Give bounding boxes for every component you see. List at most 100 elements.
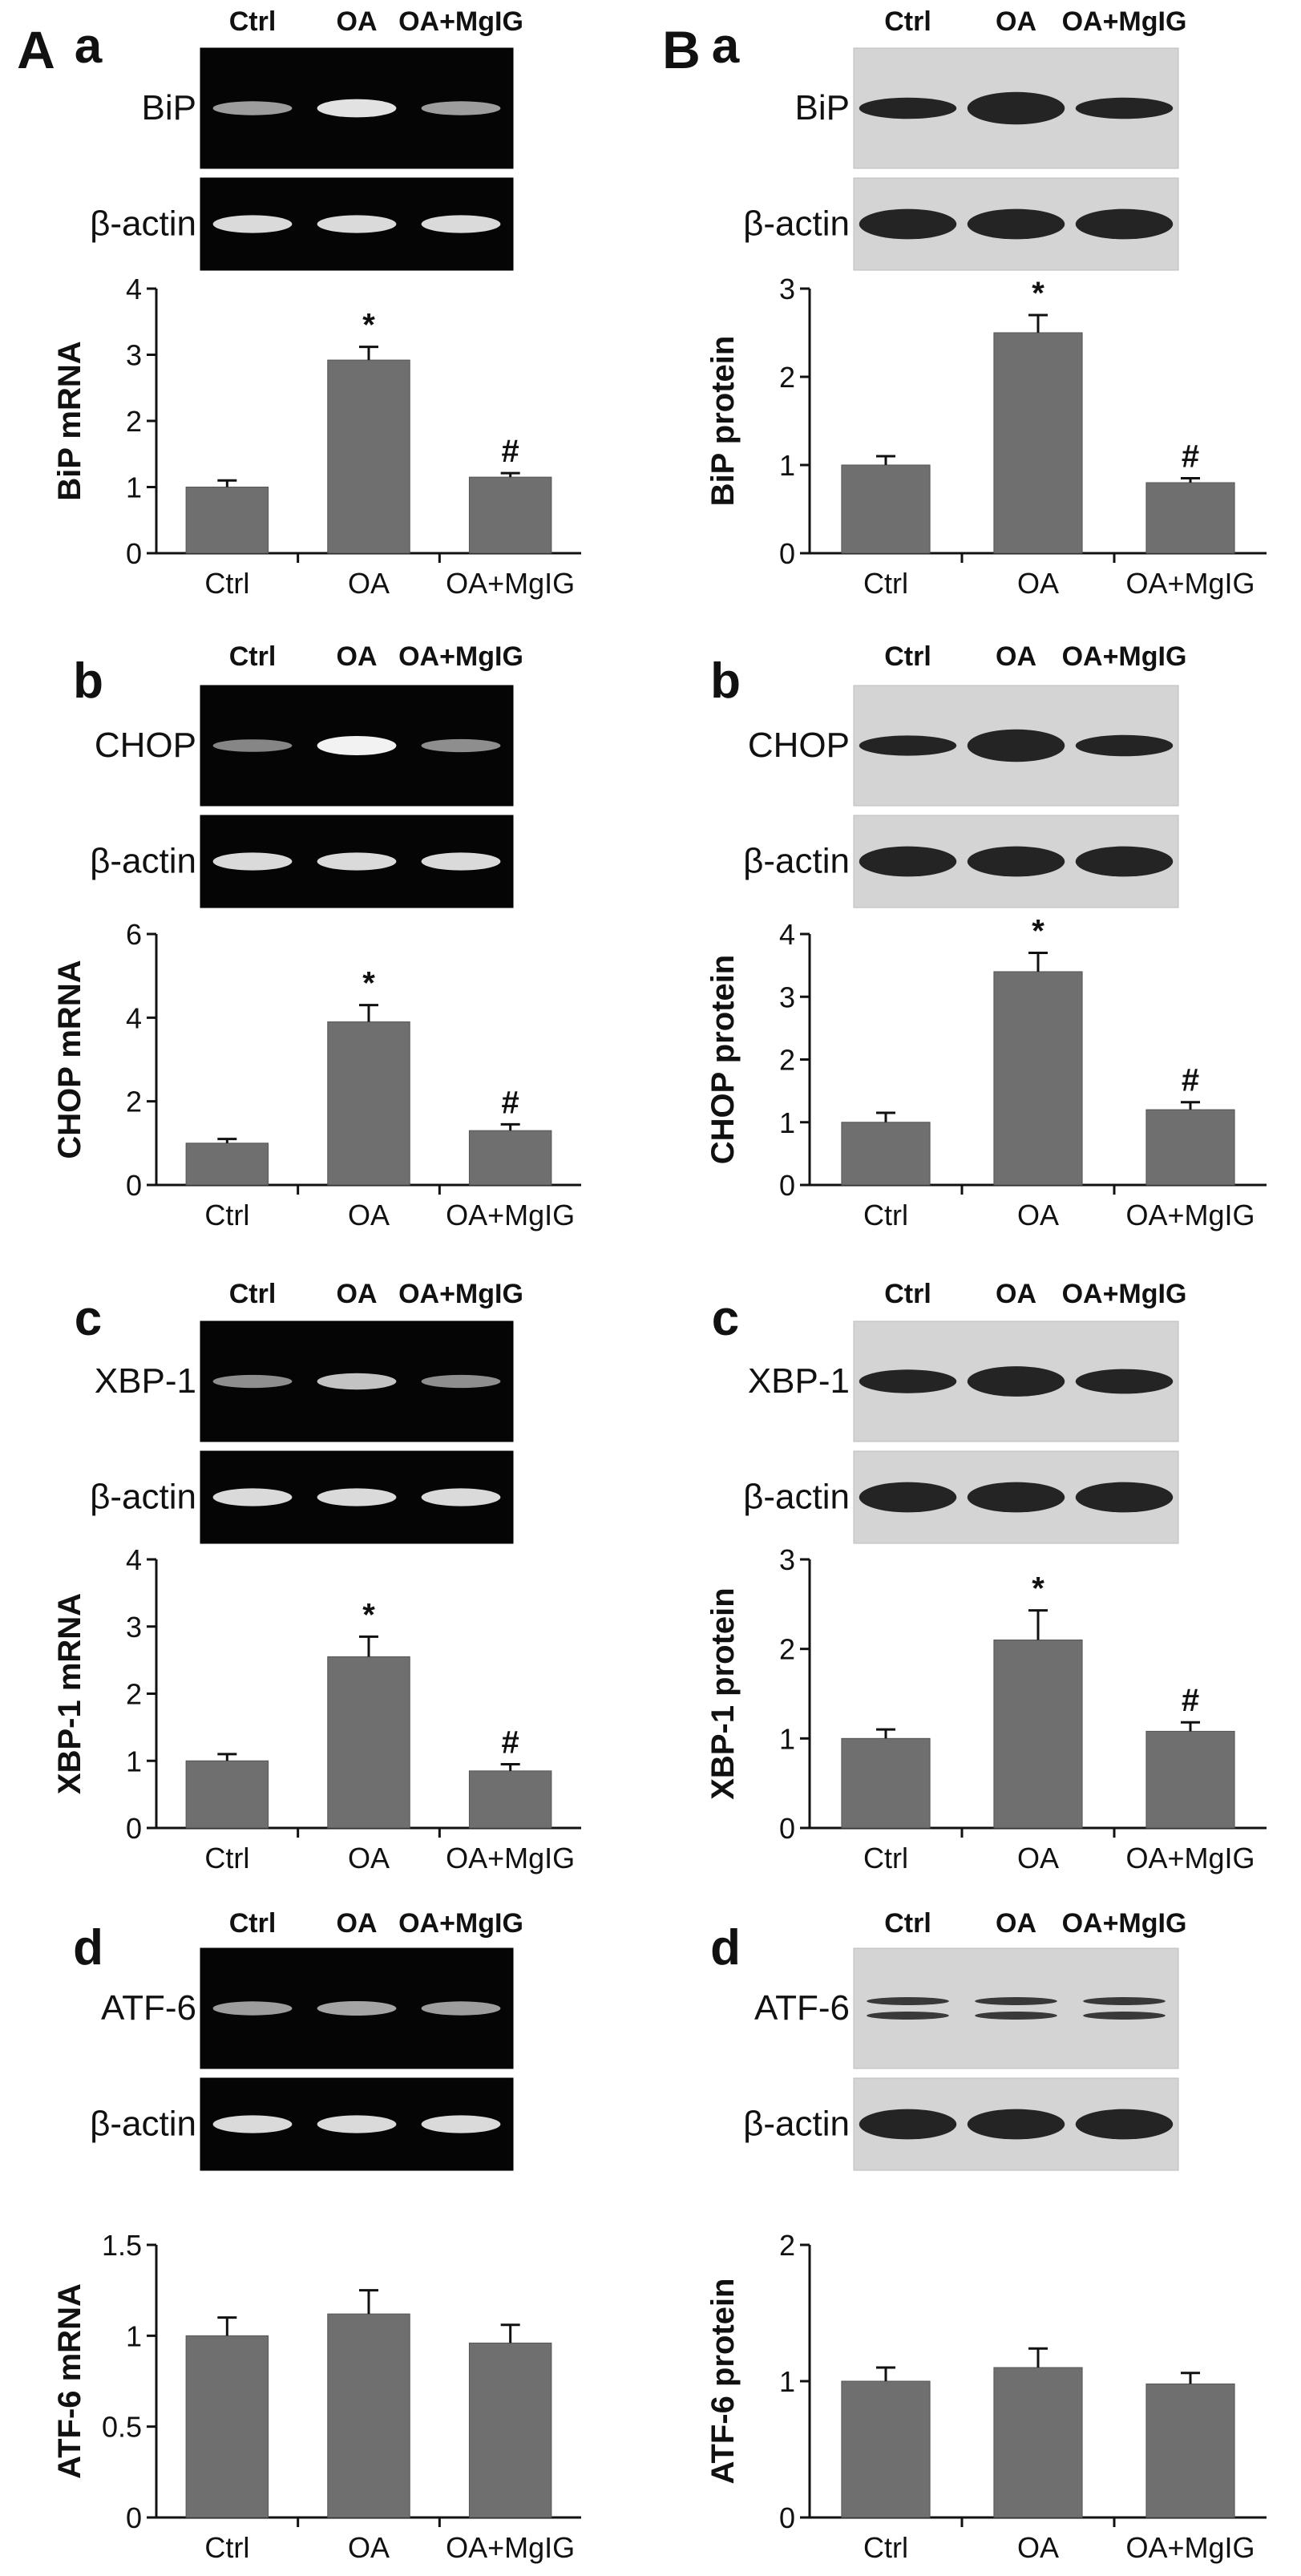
lane-label: OA+MgIG: [1062, 1279, 1187, 1309]
y-axis-label: BiP mRNA: [52, 341, 87, 500]
lane-label: OA: [337, 1908, 378, 1939]
y-axis: 0 1 2 3: [779, 1543, 811, 1845]
gene-label: ATF-6: [754, 1988, 850, 2028]
significance-hash: #: [502, 1725, 519, 1760]
bar-ctrl: [841, 1737, 931, 1829]
lane-label: OA+MgIG: [1062, 641, 1187, 672]
y-tick-label: 1: [126, 1745, 142, 1777]
y-tick-label: 3: [126, 1611, 142, 1644]
target-band-1-upper: [867, 1997, 949, 2005]
bar-ctrl: [185, 487, 269, 554]
y-tick-label: 2: [779, 1633, 795, 1666]
loading-control-label: β-actin: [743, 1478, 850, 1517]
bar-oa: [327, 1656, 410, 1829]
x-tick-label: OA: [1017, 2531, 1059, 2564]
significance-asterisk: *: [1032, 276, 1044, 311]
y-tick-label: 3: [779, 273, 795, 305]
significance-hash: #: [1182, 439, 1199, 475]
gene-label: XBP-1: [748, 1361, 850, 1401]
x-tick-label: Ctrl: [204, 2531, 249, 2564]
subpanel-Ba: a Ctrl OA OA+MgIG BiP β-actin 0 1 2 3 BiP protein C…: [705, 6, 1267, 600]
loading-band-2: [317, 852, 397, 871]
bar-oa: [993, 971, 1083, 1186]
loading-control-label: β-actin: [743, 204, 850, 244]
lane-label: OA: [337, 641, 378, 672]
x-tick-label: Ctrl: [863, 2531, 908, 2564]
target-band-2-lower: [975, 2012, 1057, 2020]
subpanel-Aa: a Ctrl OA OA+MgIG BiP β-actin 0 1 2 3 4 BiP mRNA Ctr…: [52, 6, 581, 600]
target-band-2-upper: [975, 1997, 1057, 2005]
y-tick-label: 0: [779, 2501, 795, 2534]
y-tick-label: 0: [126, 1169, 142, 1202]
y-axis: 0 1 2 3 4: [126, 1543, 158, 1845]
gene-label: BiP: [142, 88, 196, 127]
x-tick-label: OA+MgIG: [446, 1199, 575, 1231]
panel-label-B: B: [662, 20, 701, 79]
loading-control-label: β-actin: [90, 1478, 196, 1517]
subpanel-letter: d: [710, 1920, 741, 1975]
lane-label: Ctrl: [884, 1908, 931, 1939]
x-tick-label: OA+MgIG: [1125, 1199, 1255, 1231]
bar-oa: [993, 1640, 1083, 1829]
significance-asterisk: *: [1032, 913, 1044, 948]
lane-label: OA+MgIG: [398, 1908, 523, 1939]
subpanel-letter: a: [75, 18, 103, 74]
y-tick-label: 0.5: [102, 2411, 142, 2444]
target-band-3: [421, 2001, 501, 2016]
x-tick-label: Ctrl: [204, 567, 249, 600]
y-tick-label: 2: [779, 2229, 795, 2262]
y-tick-label: 0: [126, 537, 142, 570]
y-axis-label: CHOP protein: [705, 955, 741, 1165]
y-tick-label: 1.5: [102, 2229, 142, 2262]
lane-label: OA+MgIG: [398, 6, 523, 37]
gene-label: CHOP: [95, 726, 196, 765]
bar-ctrl: [185, 1142, 269, 1186]
panel-label-A: A: [17, 20, 55, 79]
y-tick-label: 0: [779, 537, 795, 570]
y-tick-label: 1: [779, 2365, 795, 2398]
y-tick-label: 0: [779, 1169, 795, 1202]
bar-oa-mgig: [468, 1130, 552, 1186]
y-tick-label: 3: [779, 981, 795, 1013]
y-tick-label: 4: [126, 273, 142, 305]
y-axis-label: CHOP mRNA: [52, 960, 87, 1159]
x-tick-label: OA: [1017, 1199, 1059, 1231]
x-tick-label: Ctrl: [863, 1842, 908, 1874]
target-band-2: [317, 2001, 397, 2016]
y-tick-label: 4: [779, 918, 795, 951]
target-band-1-lower: [867, 2012, 949, 2020]
loading-band-3: [421, 852, 501, 871]
subpanel-Ad: d Ctrl OA OA+MgIG ATF-6 β-actin 0 0.5 1 1.5 ATF-6 …: [52, 1908, 581, 2564]
subpanel-Bc: c Ctrl OA OA+MgIG XBP-1 β-actin 0 1 2 3 XBP-1 prot…: [705, 1279, 1267, 1874]
lane-label: Ctrl: [229, 6, 277, 37]
lane-label: Ctrl: [229, 641, 277, 672]
y-axis: 0 1 2 3 4: [126, 273, 158, 570]
subpanel-letter: b: [73, 653, 103, 709]
loading-control-label: β-actin: [90, 2105, 196, 2144]
subpanel-Bb: b Ctrl OA OA+MgIG CHOP β-actin 0 1 2 3 4 CHOP prote…: [705, 641, 1267, 1231]
loading-band-2: [317, 2115, 397, 2133]
target-band-2: [967, 91, 1065, 125]
lane-label: Ctrl: [884, 1279, 931, 1309]
bar-ctrl: [841, 464, 931, 554]
lane-label: OA+MgIG: [398, 1279, 523, 1309]
y-tick-label: 1: [779, 1722, 795, 1755]
bar-oa: [327, 359, 410, 554]
target-band-2: [317, 1373, 397, 1390]
target-band-1: [859, 1369, 957, 1393]
lane-label: OA+MgIG: [1062, 1908, 1187, 1939]
target-band-3: [1075, 1369, 1174, 1394]
x-tick-label: OA: [1017, 567, 1059, 600]
x-tick-label: OA: [348, 1842, 390, 1874]
x-tick-label: Ctrl: [204, 1199, 249, 1231]
target-band-2: [317, 736, 397, 755]
subpanel-Ab: b Ctrl OA OA+MgIG CHOP β-actin 0 2 4 6 CHOP mRNA Ct…: [52, 641, 581, 1231]
lane-label: OA: [996, 6, 1036, 37]
subpanel-letter: c: [712, 1291, 739, 1346]
significance-asterisk: *: [362, 308, 375, 343]
bar-oa: [327, 1021, 410, 1186]
significance-hash: #: [1182, 1063, 1199, 1098]
loading-band-3: [421, 1488, 501, 1506]
target-band-1: [212, 739, 293, 752]
target-band-3-lower: [1083, 2012, 1166, 2020]
